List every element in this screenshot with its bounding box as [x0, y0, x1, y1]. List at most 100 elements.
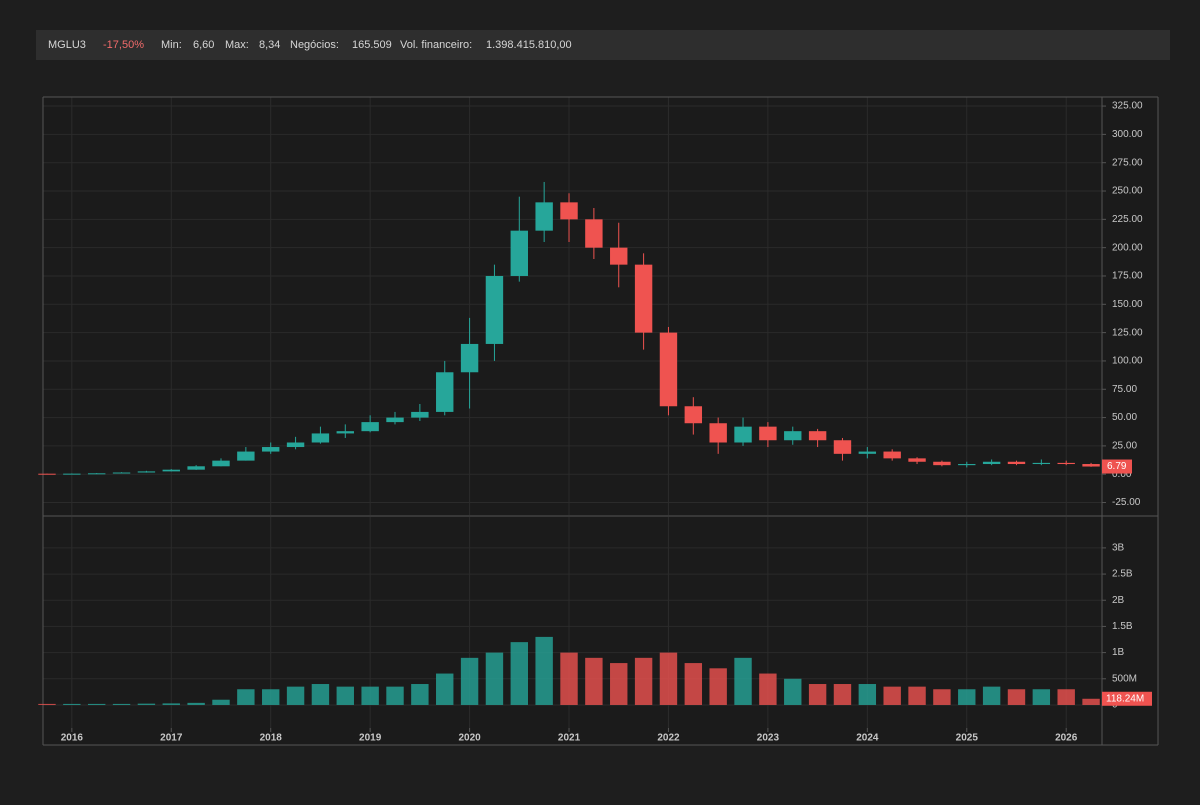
candle-body [311, 433, 330, 443]
candle-body [684, 406, 703, 424]
volume-bar [634, 657, 653, 705]
candle-body [63, 473, 81, 475]
x-tick-label: 2025 [956, 733, 979, 744]
volume-bar [759, 673, 777, 705]
volume-bar [87, 703, 106, 705]
candle-body [1007, 461, 1026, 465]
volume-bar [187, 702, 205, 705]
candle-body [560, 202, 578, 220]
volume-bar [411, 684, 429, 705]
volume-bar [883, 686, 901, 705]
y-tick-label: 175.00 [1112, 271, 1143, 282]
last-volume-box [1102, 691, 1152, 706]
y-tick-label: 325.00 [1112, 101, 1143, 112]
candle-body [634, 264, 653, 333]
volume-bar [386, 686, 404, 705]
candle-body [137, 471, 156, 473]
y-tick-label: -25.00 [1112, 497, 1141, 508]
volume-bar [112, 703, 131, 705]
y-tick-label: 0.00 [1112, 469, 1132, 480]
candle-body [112, 472, 131, 474]
volume-bar [933, 689, 951, 705]
x-tick-label: 2019 [359, 733, 382, 744]
volume-bar [460, 657, 479, 705]
y2-tick-label: 500M [1112, 673, 1137, 684]
candle-body [386, 417, 404, 423]
y-tick-label: 25.00 [1112, 441, 1137, 452]
volume-bar [286, 686, 305, 705]
candle-body [784, 431, 802, 441]
volume-bar [361, 686, 379, 705]
y-tick-label: 150.00 [1112, 299, 1143, 310]
volume-bar [137, 703, 156, 705]
x-tick-label: 2017 [160, 733, 183, 744]
candle-body [212, 460, 230, 467]
candle-body [262, 447, 280, 452]
y-tick-label: 300.00 [1112, 129, 1143, 140]
volume-bar [510, 642, 529, 705]
candle-body [982, 461, 1001, 465]
last-price-label: 6.79 [1107, 461, 1127, 472]
candle-body [460, 343, 479, 373]
candle-body [510, 230, 529, 276]
volume-bar [709, 668, 727, 705]
last-price-box [1102, 459, 1132, 474]
field-value: 6,60 [193, 39, 214, 51]
y2-tick-label: 2.5B [1112, 569, 1133, 580]
candle-body [187, 466, 205, 470]
y-tick-label: 125.00 [1112, 327, 1143, 338]
volume-bar [958, 689, 976, 705]
change: -17,50% [103, 39, 144, 51]
candle-body [709, 423, 727, 443]
volume-bar [162, 703, 180, 705]
candle-body [38, 473, 56, 475]
x-tick-label: 2020 [458, 733, 481, 744]
candle-body [585, 219, 603, 248]
volume-bar [38, 703, 56, 705]
volume-bar [485, 652, 504, 705]
volume-bar [1032, 689, 1051, 705]
volume-bar [212, 699, 230, 705]
volume-bar [659, 652, 678, 705]
candle-body [933, 461, 951, 466]
candle-body [1057, 462, 1075, 465]
field-label: Vol. financeiro: [400, 39, 472, 51]
y2-tick-label: 2B [1112, 595, 1125, 606]
candle-body [734, 426, 752, 443]
volume-bar [311, 684, 330, 705]
y-tick-label: 250.00 [1112, 186, 1143, 197]
y-tick-label: 275.00 [1112, 157, 1143, 168]
volume-bar [1082, 698, 1100, 705]
y2-tick-label: 1B [1112, 647, 1125, 658]
volume-bar [1007, 689, 1026, 705]
volume-bar [436, 673, 454, 705]
volume-bar [734, 657, 752, 705]
candle-body [808, 431, 827, 441]
x-tick-label: 2016 [61, 733, 84, 744]
candle-body [908, 458, 926, 462]
volume-bar [908, 686, 926, 705]
candle-body [436, 372, 454, 412]
field-value: 8,34 [259, 39, 280, 51]
candle-body [411, 411, 429, 418]
candle-body [336, 431, 354, 434]
header-bar [36, 30, 1170, 60]
y-tick-label: 50.00 [1112, 412, 1137, 423]
field-label: Max: [225, 39, 249, 51]
candle-body [659, 332, 678, 407]
candle-body [87, 473, 106, 475]
field-label: Negócios: [290, 39, 339, 51]
candle-body [1082, 464, 1100, 467]
x-tick-label: 2026 [1055, 733, 1078, 744]
volume-bar [784, 678, 802, 705]
volume-bar [684, 663, 703, 705]
x-tick-label: 2023 [757, 733, 780, 744]
y2-tick-label: 3B [1112, 543, 1125, 554]
candle-body [858, 451, 877, 454]
candle-body [162, 469, 180, 472]
volume-bar [237, 689, 255, 705]
last-volume-label: 118.24M [1106, 693, 1144, 704]
y-tick-label: 200.00 [1112, 242, 1143, 253]
volume-bar [858, 684, 877, 705]
